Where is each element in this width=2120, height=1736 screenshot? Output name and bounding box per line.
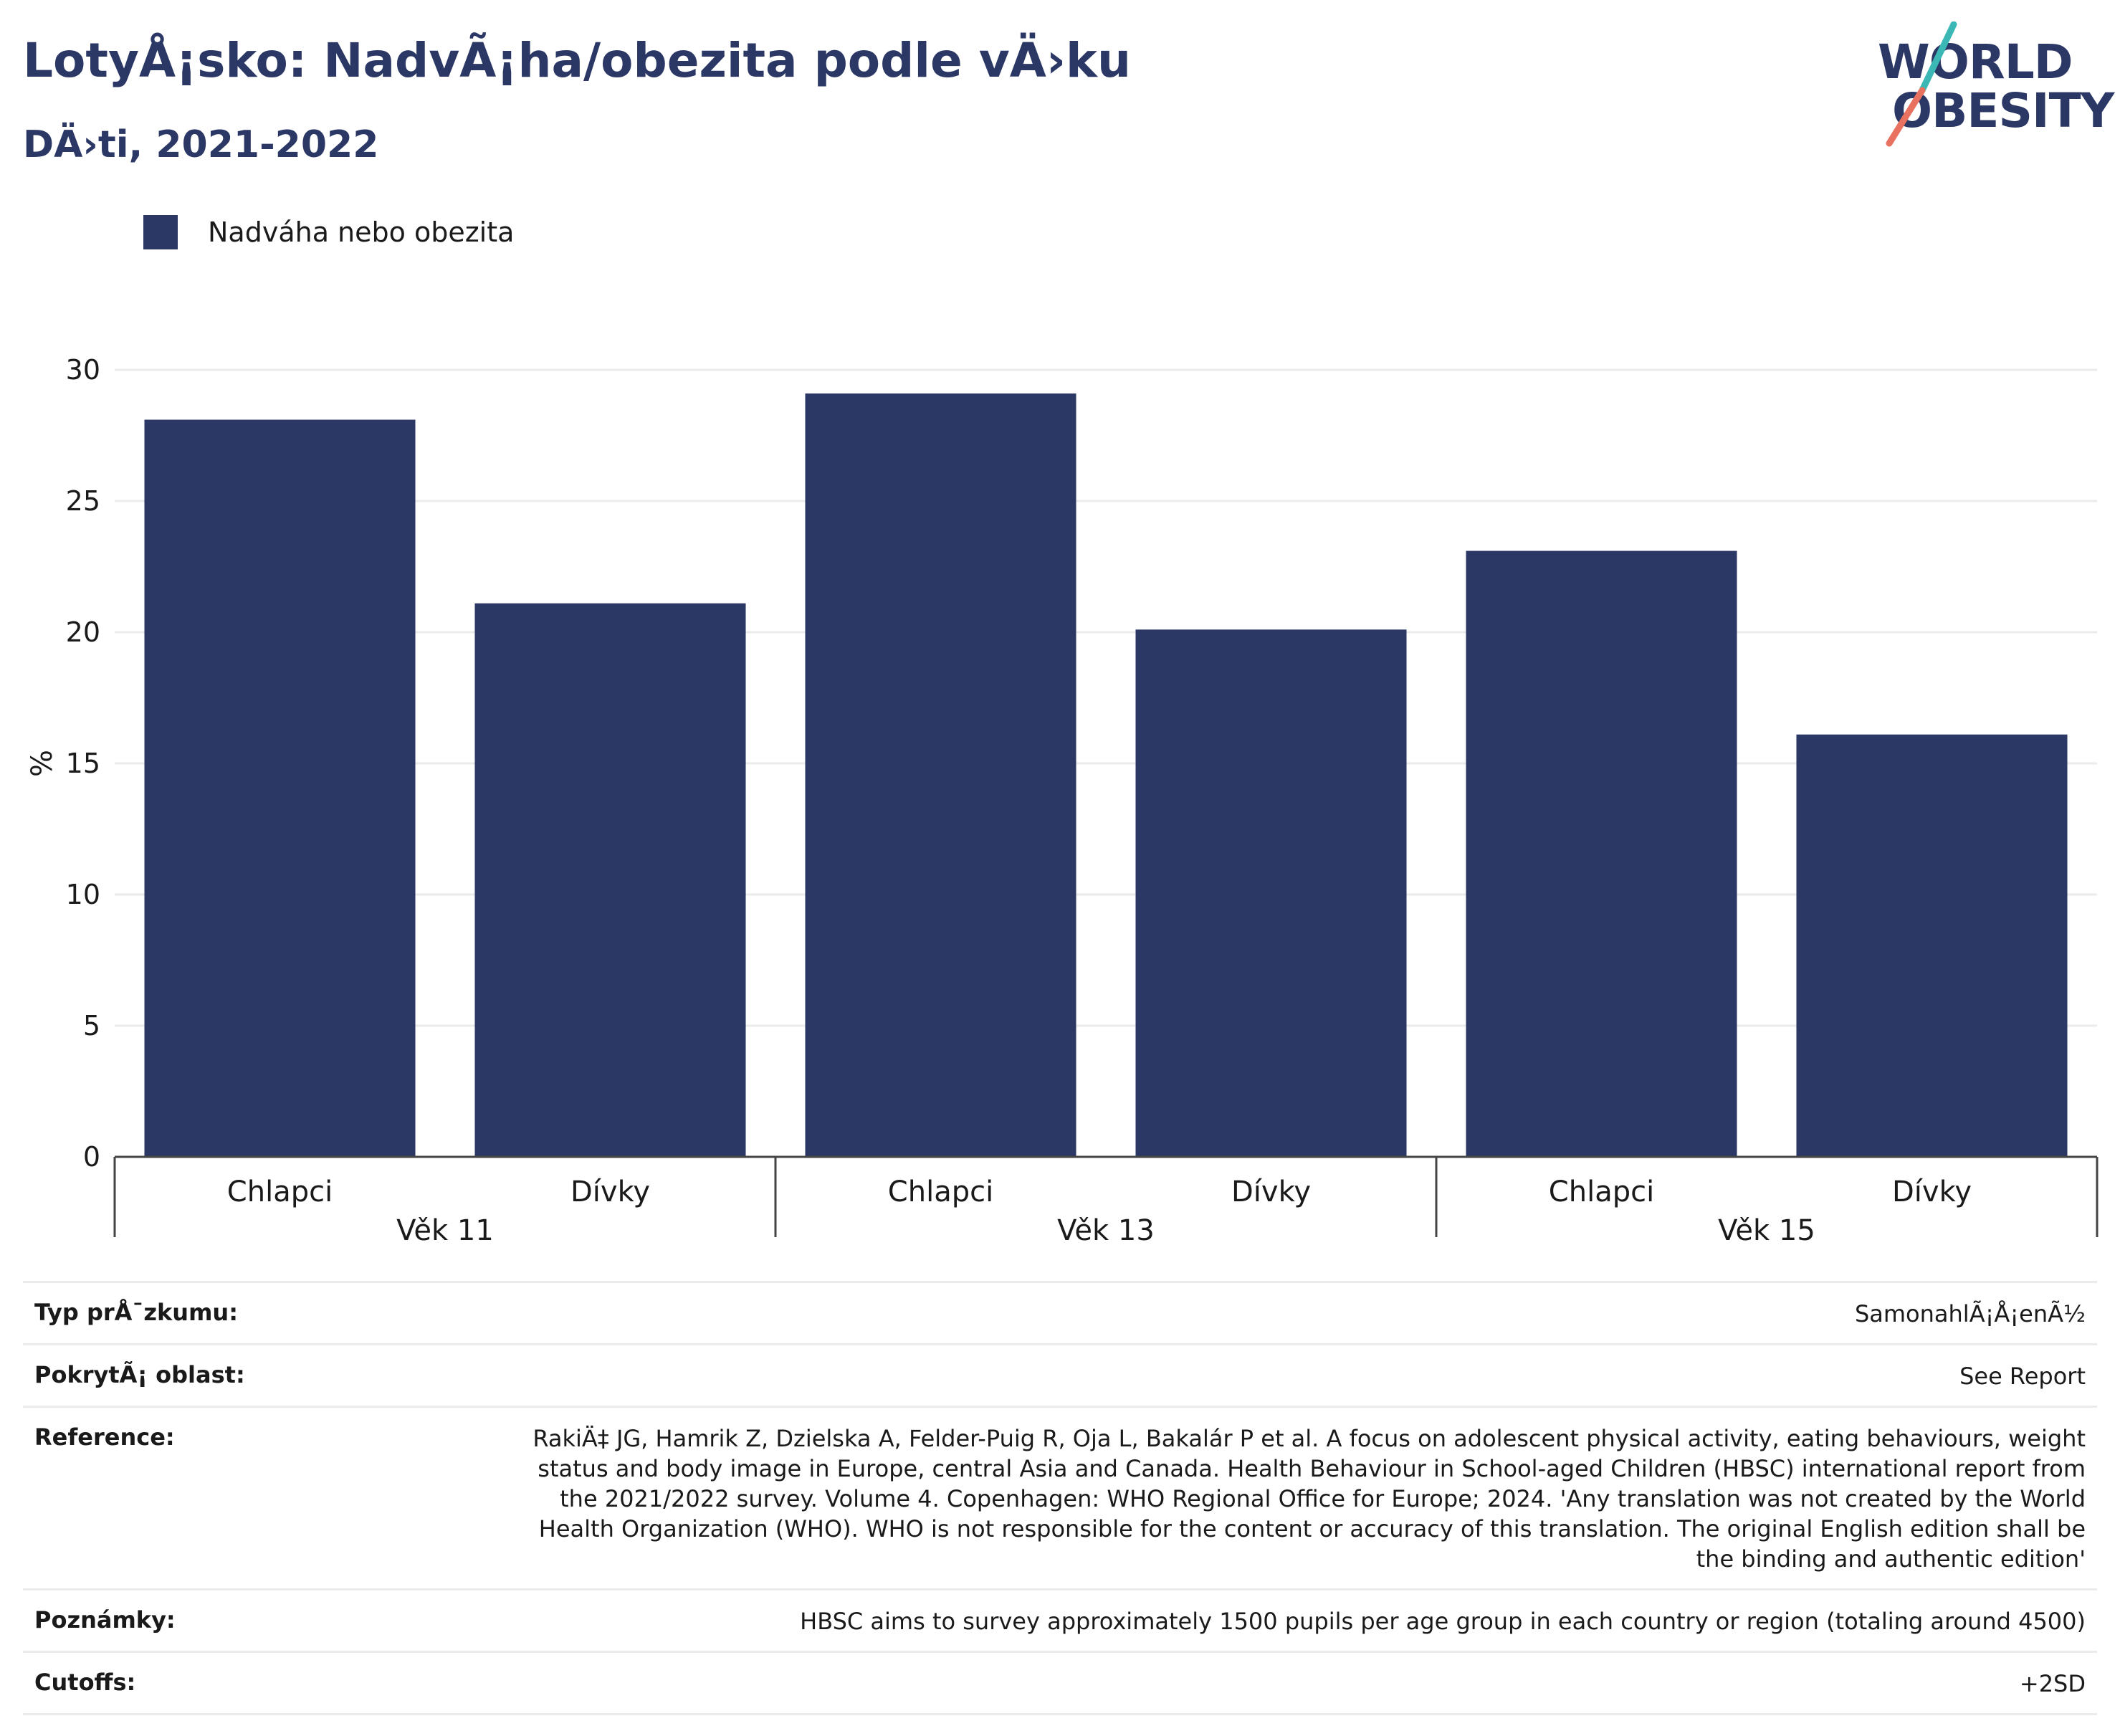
bar xyxy=(805,393,1076,1158)
bar-chart: 0 5 10 15 20 25 30% Chlapci Dívky Chlapci Dívky Chl… xyxy=(26,354,2098,1247)
bar xyxy=(474,603,746,1157)
metadata-key: Poznámky: xyxy=(34,1606,176,1634)
y-tick-label: 20 xyxy=(66,616,100,648)
metadata-value: RakiÄ‡ JG, Hamrik Z, Dzielska A, Felder-… xyxy=(533,1425,2086,1573)
x-group-label: Věk 15 xyxy=(1718,1214,1815,1247)
x-category-label: Dívky xyxy=(570,1175,650,1208)
bar xyxy=(1796,734,2068,1157)
metadata-key: PokrytÃ¡ oblast: xyxy=(34,1361,245,1388)
y-tick-label: 5 xyxy=(83,1010,100,1041)
y-tick-label: 0 xyxy=(83,1141,100,1173)
metadata-row: Typ prÅ¯zkumu: SamonahlÃ¡Å¡enÃ½ xyxy=(23,1281,2097,1343)
world-obesity-logo: WORLD OBESITY xyxy=(1863,22,2114,151)
page-title: LotyÅ¡sko: NadvÃ¡ha/obezita podle vÄ›ku xyxy=(23,33,1131,88)
metadata-table: Typ prÅ¯zkumu: SamonahlÃ¡Å¡enÃ½ PokrytÃ¡ o… xyxy=(23,1281,2097,1715)
y-tick-label: 25 xyxy=(66,485,100,517)
x-category-label: Chlapci xyxy=(227,1175,333,1208)
x-category-label: Chlapci xyxy=(888,1175,993,1208)
y-tick-label: 15 xyxy=(66,748,100,779)
x-group-label: Věk 11 xyxy=(396,1214,494,1247)
x-category-label: Dívky xyxy=(1231,1175,1311,1208)
chart-legend: Nadváha nebo obezita xyxy=(143,212,514,252)
logo-text-line1: WORLD xyxy=(1878,34,2073,90)
metadata-row: Cutoffs: +2SD xyxy=(23,1651,2097,1715)
metadata-value: See Report xyxy=(1959,1363,2086,1390)
legend-swatch xyxy=(143,215,178,249)
metadata-row: PokrytÃ¡ oblast: See Report xyxy=(23,1343,2097,1406)
x-category-label: Dívky xyxy=(1892,1175,1972,1208)
logo-text-line2: OBESITY xyxy=(1892,83,2114,138)
bar xyxy=(144,419,416,1157)
metadata-key: Cutoffs: xyxy=(34,1669,136,1696)
y-tick-label: 30 xyxy=(66,354,100,386)
x-group-label: Věk 13 xyxy=(1057,1214,1155,1247)
bar xyxy=(1466,550,1737,1157)
y-tick-label: 10 xyxy=(66,879,100,910)
metadata-key: Reference: xyxy=(34,1423,175,1451)
page-subtitle: DÄ›ti, 2021-2022 xyxy=(23,123,379,166)
metadata-row: Poznámky: HBSC aims to survey approximate… xyxy=(23,1588,2097,1651)
metadata-value: +2SD xyxy=(2019,1670,2086,1697)
y-axis-title: % xyxy=(26,750,59,777)
x-category-label: Chlapci xyxy=(1549,1175,1654,1208)
bar xyxy=(1135,629,1407,1157)
metadata-row: Reference: RakiÄ‡ JG, Hamrik Z, Dzielska … xyxy=(23,1406,2097,1588)
metadata-value: SamonahlÃ¡Å¡enÃ½ xyxy=(1854,1300,2086,1327)
metadata-key: Typ prÅ¯zkumu: xyxy=(34,1299,238,1326)
legend-label: Nadváha nebo obezita xyxy=(208,216,515,248)
metadata-value: HBSC aims to survey approximately 1500 p… xyxy=(800,1608,2086,1635)
logo-slash-icon xyxy=(1886,22,1957,147)
